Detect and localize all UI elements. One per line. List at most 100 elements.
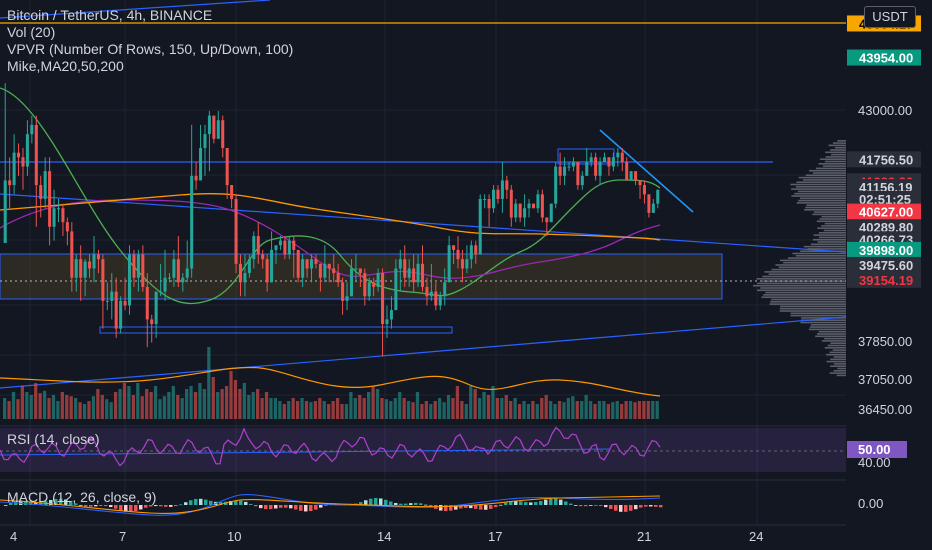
macd-bar [219, 502, 223, 505]
macd-bar [429, 505, 433, 507]
candle [132, 249, 136, 287]
candle [531, 203, 536, 209]
vpvr-row [771, 268, 846, 271]
vpvr-row [800, 319, 846, 321]
candle [230, 185, 234, 209]
macd-bar [599, 505, 603, 506]
volume-bar [469, 386, 473, 419]
candle [656, 189, 660, 209]
vpvr-row [795, 186, 846, 188]
candle [456, 236, 460, 269]
candle [150, 314, 154, 343]
macd-bar [299, 505, 303, 511]
vpvr-row [796, 181, 846, 183]
price-tag-bg [847, 256, 921, 273]
macd-indicator-label[interactable]: MACD (12, 26, close, 9) [7, 489, 157, 505]
candle [474, 240, 478, 264]
volume-bar [389, 401, 393, 419]
volume-bar [260, 398, 264, 419]
volume-bar [367, 392, 371, 419]
candle [296, 249, 300, 283]
volume-bar [273, 398, 278, 419]
macd-bar [64, 499, 68, 505]
volume-bar [642, 401, 646, 419]
volume-bar [3, 398, 7, 419]
macd-bar [54, 498, 58, 505]
vol-indicator-label[interactable]: Vol (20) [7, 24, 56, 40]
volume-bar [384, 399, 389, 419]
candle [327, 263, 331, 283]
candle [17, 143, 21, 176]
candle [301, 254, 305, 287]
macd-bar [579, 505, 583, 507]
time-tick: 17 [488, 529, 502, 544]
candle [194, 161, 198, 190]
vpvr-row [800, 250, 846, 252]
macd-bar [574, 505, 578, 506]
vpvr-row [760, 287, 846, 289]
volume-bar [637, 401, 642, 419]
volume-bar [211, 377, 215, 419]
macd-bar [154, 505, 158, 507]
macd-bar [444, 505, 448, 512]
candle [207, 110, 211, 172]
macd-bar [89, 505, 93, 507]
candle [345, 282, 349, 311]
candle [261, 249, 265, 269]
volume-bar [238, 389, 242, 419]
volume-bar [509, 401, 513, 419]
candle [416, 254, 420, 287]
currency-badge[interactable]: USDT [864, 6, 916, 28]
candle [234, 194, 238, 274]
volume-bar [460, 401, 464, 419]
vpvr-row [779, 310, 846, 312]
macd-bar [234, 500, 238, 505]
candle [199, 124, 203, 181]
volume-bar [566, 398, 571, 419]
macd-bar [519, 501, 523, 505]
volume-bar [167, 392, 171, 419]
macd-bar [394, 502, 398, 505]
macd-bar [109, 505, 113, 508]
candle [420, 245, 425, 292]
candle [39, 175, 43, 218]
volume-bar [162, 396, 167, 419]
vpvr-row [805, 206, 846, 209]
volume-bar [287, 401, 291, 419]
vpvr-row [756, 278, 846, 280]
vpvr-row [821, 340, 846, 342]
volume-bar [615, 401, 619, 419]
macd-bar [629, 505, 633, 511]
candle [429, 263, 433, 301]
candle [447, 236, 451, 283]
candle [469, 240, 473, 269]
candle [367, 277, 371, 301]
vpvr-indicator-label[interactable]: VPVR (Number Of Rows, 150, Up/Down, 100) [7, 41, 294, 57]
vpvr-row [822, 165, 846, 167]
candle [571, 157, 575, 172]
volume-bar [486, 395, 491, 419]
macd-bar [99, 505, 103, 506]
ma-indicator-label[interactable]: Mike,MA20,50,200 [7, 58, 124, 74]
macd-bar [284, 505, 288, 508]
rsi-indicator-label[interactable]: RSI (14, close) [7, 431, 100, 447]
vpvr-row [810, 324, 846, 326]
vpvr-row [800, 197, 846, 200]
candle [549, 203, 553, 223]
vpvr-row [817, 241, 846, 243]
price-tag: 41756.50 [859, 152, 913, 167]
volume-bar [349, 392, 353, 419]
macd-signal [0, 495, 661, 514]
volume-bar [331, 401, 335, 419]
rsi-tag-50: 50.00 [858, 442, 891, 457]
candle [651, 198, 655, 213]
volume-bar [145, 389, 149, 419]
time-axis[interactable]: 4 7 10 14 17 21 24 [0, 524, 932, 550]
volume-bar [575, 401, 579, 419]
vpvr-row [775, 264, 846, 266]
candle [34, 115, 38, 227]
candle [585, 148, 589, 176]
volume-bar [264, 392, 269, 419]
candle [79, 245, 83, 301]
